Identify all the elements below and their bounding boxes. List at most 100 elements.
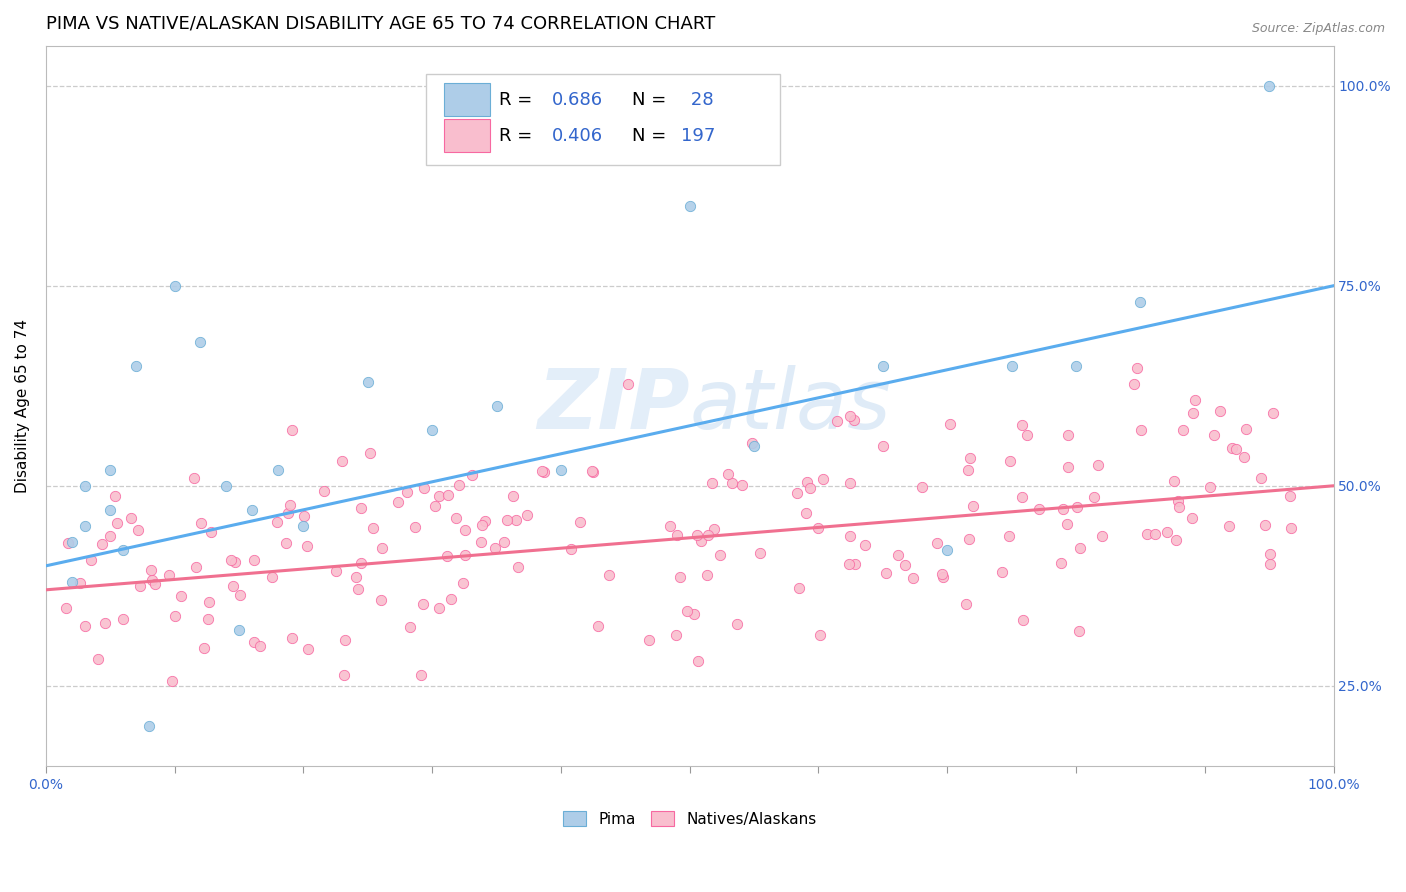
Point (277, 506, 299, 520)
Point (160, 674, 183, 689)
Point (998, 454, 1021, 468)
Point (1052, 502, 1074, 516)
Point (1011, 490, 1033, 504)
Point (363, 521, 385, 535)
Point (932, 570, 955, 584)
Point (129, 579, 152, 593)
Point (838, 528, 860, 542)
Point (1049, 556, 1071, 570)
Point (1087, 458, 1109, 473)
Point (872, 359, 894, 373)
Point (292, 508, 315, 523)
Point (55, 601, 77, 615)
Point (359, 445, 381, 459)
Point (1218, 519, 1240, 533)
Text: 0.406: 0.406 (553, 127, 603, 145)
FancyBboxPatch shape (426, 74, 780, 164)
Point (1143, 527, 1166, 541)
Point (350, 556, 373, 570)
Point (666, 528, 689, 542)
Point (141, 573, 163, 587)
Point (120, 510, 142, 524)
Point (1209, 404, 1232, 418)
Point (957, 463, 980, 477)
Point (1184, 393, 1206, 408)
Point (533, 465, 555, 479)
Point (454, 523, 477, 537)
Point (683, 607, 706, 621)
Text: N =: N = (631, 127, 672, 145)
Point (955, 598, 977, 612)
Point (936, 542, 959, 557)
Point (838, 557, 860, 571)
Point (717, 467, 740, 482)
Point (1258, 558, 1281, 572)
Point (274, 536, 297, 550)
Point (461, 468, 484, 483)
Point (931, 566, 953, 581)
Point (1254, 518, 1277, 533)
Point (240, 503, 263, 517)
Text: R =: R = (499, 127, 538, 145)
Point (560, 541, 582, 556)
Point (688, 654, 710, 668)
Text: 28: 28 (685, 91, 713, 109)
Point (690, 533, 713, 548)
Point (894, 558, 917, 572)
Point (741, 436, 763, 450)
Point (494, 535, 516, 549)
Point (87, 652, 110, 666)
Point (1057, 460, 1080, 475)
Point (73, 479, 96, 493)
Point (1028, 502, 1050, 516)
Point (659, 518, 682, 533)
Point (697, 528, 720, 542)
Point (903, 571, 925, 585)
Point (598, 568, 620, 582)
Point (186, 560, 208, 574)
Text: Source: ZipAtlas.com: Source: ZipAtlas.com (1251, 22, 1385, 36)
Point (56, 536, 79, 550)
Point (219, 553, 242, 567)
Point (141, 563, 163, 577)
Point (112, 542, 135, 557)
Point (887, 548, 910, 562)
Point (679, 199, 702, 213)
Point (844, 558, 866, 572)
Point (449, 478, 471, 492)
Text: N =: N = (631, 91, 672, 109)
Point (1173, 423, 1195, 437)
Point (73, 619, 96, 633)
Point (330, 453, 353, 467)
Point (1126, 360, 1149, 375)
Point (440, 592, 463, 607)
Point (502, 489, 524, 503)
Point (1220, 441, 1243, 455)
Point (90, 537, 112, 551)
Point (222, 579, 245, 593)
Point (1001, 359, 1024, 373)
Point (1199, 480, 1222, 494)
Point (721, 476, 744, 491)
Point (485, 399, 508, 413)
Point (266, 515, 288, 529)
Point (1066, 500, 1088, 515)
Point (1279, 521, 1302, 535)
Point (98, 503, 121, 517)
Point (267, 463, 290, 477)
Point (423, 500, 446, 514)
Point (1091, 529, 1114, 543)
Point (1234, 422, 1257, 436)
Point (959, 451, 981, 466)
Point (471, 518, 494, 533)
Point (1129, 423, 1152, 437)
Point (505, 513, 527, 527)
Point (550, 463, 572, 477)
Point (297, 641, 319, 656)
Point (454, 548, 477, 562)
Point (1069, 541, 1091, 555)
Point (811, 471, 834, 485)
Point (508, 560, 530, 574)
Point (73, 518, 96, 533)
Point (1202, 427, 1225, 442)
